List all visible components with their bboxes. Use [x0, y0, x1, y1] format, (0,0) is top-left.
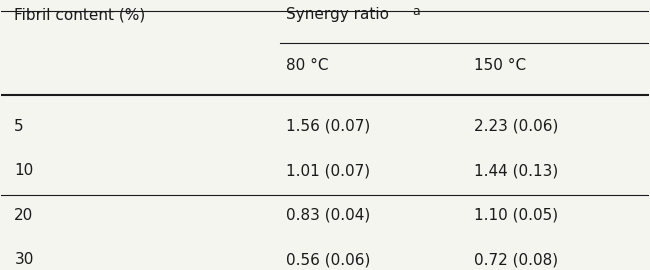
Text: 0.83 (0.04): 0.83 (0.04)	[286, 208, 370, 223]
Text: 1.44 (0.13): 1.44 (0.13)	[474, 163, 558, 178]
Text: 0.56 (0.06): 0.56 (0.06)	[286, 252, 370, 267]
Text: Fibril content (%): Fibril content (%)	[14, 8, 146, 22]
Text: 1.56 (0.07): 1.56 (0.07)	[286, 119, 370, 134]
Text: 1.01 (0.07): 1.01 (0.07)	[286, 163, 370, 178]
Text: Synergy ratio: Synergy ratio	[286, 8, 389, 22]
Text: 20: 20	[14, 208, 34, 223]
Text: 150 °C: 150 °C	[474, 58, 526, 73]
Text: 10: 10	[14, 163, 34, 178]
Text: 5: 5	[14, 119, 24, 134]
Text: 2.23 (0.06): 2.23 (0.06)	[474, 119, 558, 134]
Text: 1.10 (0.05): 1.10 (0.05)	[474, 208, 558, 223]
Text: 80 °C: 80 °C	[286, 58, 329, 73]
Text: 30: 30	[14, 252, 34, 267]
Text: a: a	[412, 5, 420, 18]
Text: 0.72 (0.08): 0.72 (0.08)	[474, 252, 558, 267]
